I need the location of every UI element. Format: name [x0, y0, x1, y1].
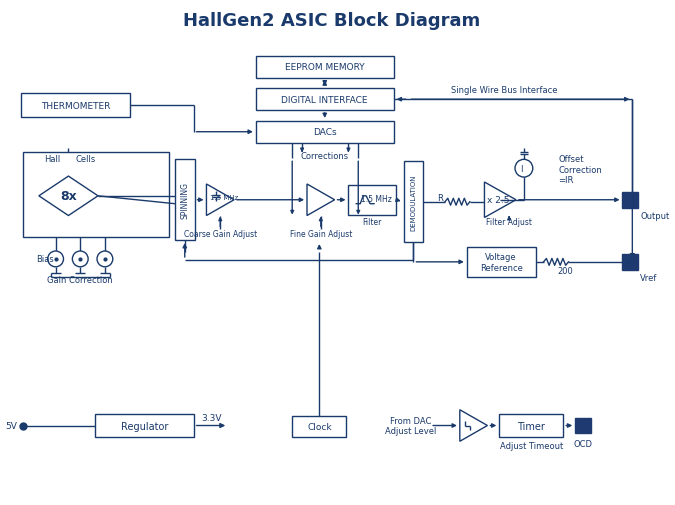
- Polygon shape: [460, 410, 487, 441]
- Text: Voltage
Reference: Voltage Reference: [480, 252, 522, 272]
- Text: Corrections: Corrections: [300, 152, 349, 161]
- Text: Bias: Bias: [36, 255, 53, 264]
- Text: EEPROM MEMORY: EEPROM MEMORY: [285, 63, 364, 72]
- Text: Hall: Hall: [45, 155, 61, 164]
- Text: Filter: Filter: [362, 218, 382, 226]
- Bar: [95, 414, 194, 437]
- Text: Timer: Timer: [517, 421, 545, 431]
- Text: From DAC
Adjust Level: From DAC Adjust Level: [385, 416, 436, 435]
- Bar: [256, 57, 394, 78]
- Bar: [500, 414, 564, 437]
- Circle shape: [515, 160, 533, 178]
- Text: Vref: Vref: [640, 274, 657, 283]
- Bar: [256, 122, 394, 143]
- Bar: [404, 162, 423, 243]
- Text: 5V: 5V: [5, 421, 17, 430]
- Polygon shape: [307, 185, 335, 216]
- Text: Clock: Clock: [307, 422, 331, 431]
- Text: R: R: [437, 194, 443, 203]
- Text: 1.5 MHz: 1.5 MHz: [210, 194, 238, 200]
- Text: Coarse Gain Adjust: Coarse Gain Adjust: [184, 229, 257, 238]
- Polygon shape: [207, 185, 234, 216]
- Text: DIGITAL INTERFACE: DIGITAL INTERFACE: [281, 95, 368, 105]
- Bar: [622, 192, 639, 208]
- Text: Cells: Cells: [75, 155, 95, 164]
- Text: OCD: OCD: [574, 439, 593, 448]
- Text: Gain Correction: Gain Correction: [47, 276, 113, 284]
- Text: Filter Adjust: Filter Adjust: [486, 218, 532, 226]
- Bar: [622, 255, 639, 270]
- Text: x 2.5: x 2.5: [487, 196, 510, 205]
- Text: 3.3V: 3.3V: [201, 413, 221, 422]
- Circle shape: [97, 251, 113, 267]
- Text: DEMODULATION: DEMODULATION: [410, 174, 416, 230]
- Text: Adjust Timeout: Adjust Timeout: [500, 441, 563, 450]
- Text: HallGen2 ASIC Block Diagram: HallGen2 ASIC Block Diagram: [183, 12, 481, 30]
- Bar: [175, 160, 194, 241]
- Bar: [292, 416, 346, 437]
- Text: Output: Output: [640, 212, 670, 221]
- Bar: [23, 153, 169, 238]
- Text: DACs: DACs: [313, 128, 337, 137]
- Bar: [466, 247, 536, 277]
- Polygon shape: [485, 183, 516, 218]
- Bar: [348, 186, 396, 215]
- Text: I: I: [520, 164, 522, 173]
- Text: 8x: 8x: [60, 190, 77, 203]
- Text: 200: 200: [558, 267, 573, 276]
- Circle shape: [72, 251, 88, 267]
- Bar: [256, 89, 394, 111]
- Polygon shape: [39, 177, 98, 216]
- Bar: [21, 94, 130, 118]
- Text: Fine Gain Adjust: Fine Gain Adjust: [290, 229, 352, 238]
- Text: Single Wire Bus Interface: Single Wire Bus Interface: [451, 86, 558, 94]
- Bar: [575, 418, 591, 433]
- Text: SPINNING: SPINNING: [180, 182, 189, 219]
- Text: Offset
Correction
=IR: Offset Correction =IR: [558, 155, 602, 185]
- Text: Regulator: Regulator: [121, 421, 168, 431]
- Text: 1.5 MHz: 1.5 MHz: [360, 195, 392, 204]
- Text: THERMOMETER: THERMOMETER: [40, 102, 110, 111]
- Circle shape: [48, 251, 63, 267]
